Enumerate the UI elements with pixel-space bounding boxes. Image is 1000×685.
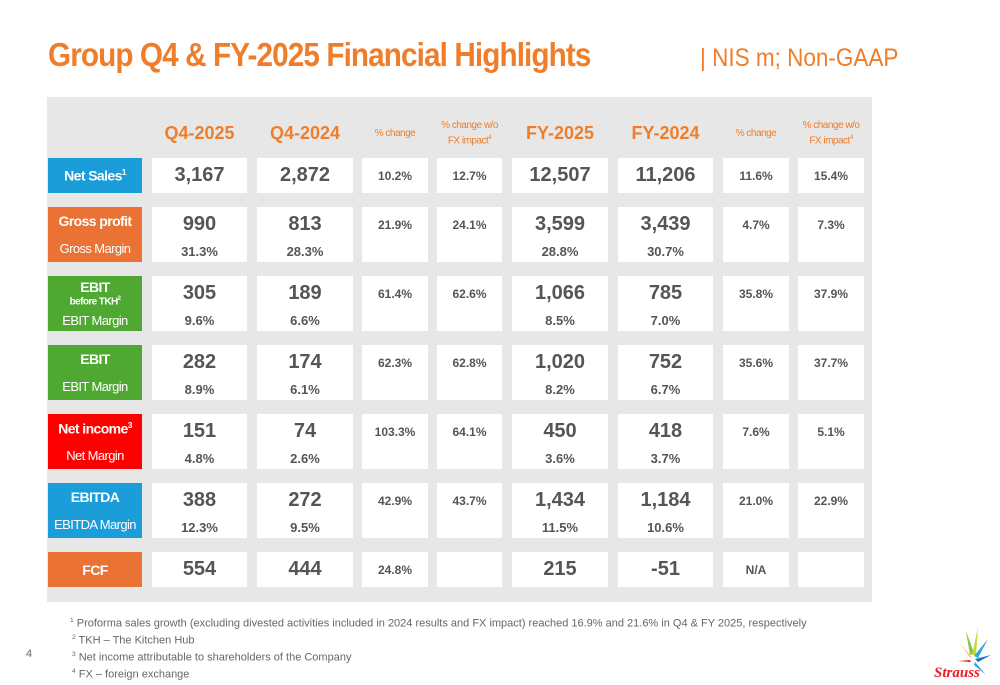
table-cell: 7.6% [723, 414, 789, 469]
table-cell: 62.8% [437, 345, 502, 400]
footnote: 3 Net income attributable to shareholder… [72, 651, 352, 664]
table-cell: 272 9.5% [257, 483, 353, 538]
table-cell: 3,167 [152, 158, 247, 193]
table-cell: 418 3.7% [618, 414, 713, 469]
page-subtitle: | NIS m; Non-GAAP [700, 44, 899, 72]
table-cell: 21.9% [362, 207, 428, 262]
table-cell: 450 3.6% [512, 414, 608, 469]
table-cell: 444 [257, 552, 353, 587]
table-cell: 62.6% [437, 276, 502, 331]
row-label: EBIT EBIT Margin [48, 345, 142, 400]
svg-text:Strauss: Strauss [934, 665, 980, 680]
row-label: FCF [48, 552, 142, 587]
table-cell: 1,184 10.6% [618, 483, 713, 538]
table-cell: 24.1% [437, 207, 502, 262]
table-cell: 37.7% [798, 345, 864, 400]
page-title: Group Q4 & FY-2025 Financial Highlights [48, 36, 591, 73]
table-cell: 752 6.7% [618, 345, 713, 400]
table-cell: 62.3% [362, 345, 428, 400]
page-number: 4 [26, 648, 33, 660]
table-cell: 215 [512, 552, 608, 587]
table-cell: 12.7% [437, 158, 502, 193]
row-label: EBITDA EBITDA Margin [48, 483, 142, 538]
table-cell: 4.7% [723, 207, 789, 262]
table-cell: 554 [152, 552, 247, 587]
table-cell: 22.9% [798, 483, 864, 538]
table-cell: 11.6% [723, 158, 789, 193]
table-cell: 2,872 [257, 158, 353, 193]
row-label: EBIT before TKH2 EBIT Margin [48, 276, 142, 331]
table-cell: 813 28.3% [257, 207, 353, 262]
row-label: Gross profit Gross Margin [48, 207, 142, 262]
table-cell [437, 552, 502, 587]
table-cell: 7.3% [798, 207, 864, 262]
table-cell: 21.0% [723, 483, 789, 538]
column-header: Q4-2025 [164, 122, 235, 143]
table-cell: 3,599 28.8% [512, 207, 608, 262]
table-cell: 35.6% [723, 345, 789, 400]
column-header: FY-2024 [631, 122, 700, 143]
table-cell: 64.1% [437, 414, 502, 469]
footnote: 1 Proforma sales growth (excluding dives… [70, 617, 807, 630]
column-header: FY-2025 [525, 122, 595, 143]
column-header: % change w/o FX impact4 [802, 119, 860, 147]
table-cell: N/A [723, 552, 789, 587]
table-cell: 61.4% [362, 276, 428, 331]
table-cell: 1,066 8.5% [512, 276, 608, 331]
column-header: % change [374, 127, 416, 139]
column-header: Q4-2024 [269, 122, 341, 143]
table-cell: 24.8% [362, 552, 428, 587]
table-cell: 785 7.0% [618, 276, 713, 331]
table-cell: 5.1% [798, 414, 864, 469]
table-cell: 12,507 [512, 158, 608, 193]
table-cell: 3,439 30.7% [618, 207, 713, 262]
table-cell: 74 2.6% [257, 414, 353, 469]
table-cell: 388 12.3% [152, 483, 247, 538]
table-cell: 37.9% [798, 276, 864, 331]
table-cell: 35.8% [723, 276, 789, 331]
table-cell: 990 31.3% [152, 207, 247, 262]
table-cell: 174 6.1% [257, 345, 353, 400]
table-cell [798, 552, 864, 587]
table-cell: 282 8.9% [152, 345, 247, 400]
table-cell: 103.3% [362, 414, 428, 469]
table-cell: 15.4% [798, 158, 864, 193]
table-cell: 1,020 8.2% [512, 345, 608, 400]
footnote: 2 TKH – The Kitchen Hub [72, 634, 195, 647]
table-cell: 151 4.8% [152, 414, 247, 469]
table-cell: 1,434 11.5% [512, 483, 608, 538]
table-cell: -51 [618, 552, 713, 587]
table-cell: 10.2% [362, 158, 428, 193]
table-cell: 11,206 [618, 158, 713, 193]
row-label: Net Sales1 [48, 158, 142, 193]
table-cell: 42.9% [362, 483, 428, 538]
column-header: % change [735, 127, 777, 139]
row-label: Net income3 Net Margin [48, 414, 142, 469]
table-cell: 189 6.6% [257, 276, 353, 331]
footnote: 4 FX – foreign exchange [72, 668, 190, 681]
column-header: % change w/o FX impact4 [441, 119, 498, 147]
strauss-logo: Strauss [934, 627, 991, 680]
table-cell: 305 9.6% [152, 276, 247, 331]
table-cell: 43.7% [437, 483, 502, 538]
